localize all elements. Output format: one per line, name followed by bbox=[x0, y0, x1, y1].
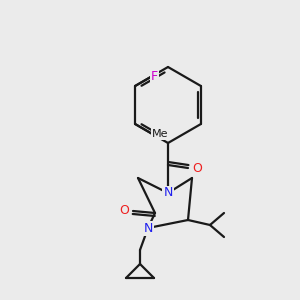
Text: F: F bbox=[151, 70, 158, 83]
Text: N: N bbox=[143, 221, 153, 235]
Text: O: O bbox=[192, 161, 202, 175]
Text: Me: Me bbox=[152, 129, 169, 139]
Text: N: N bbox=[163, 187, 173, 200]
Text: O: O bbox=[119, 205, 129, 218]
